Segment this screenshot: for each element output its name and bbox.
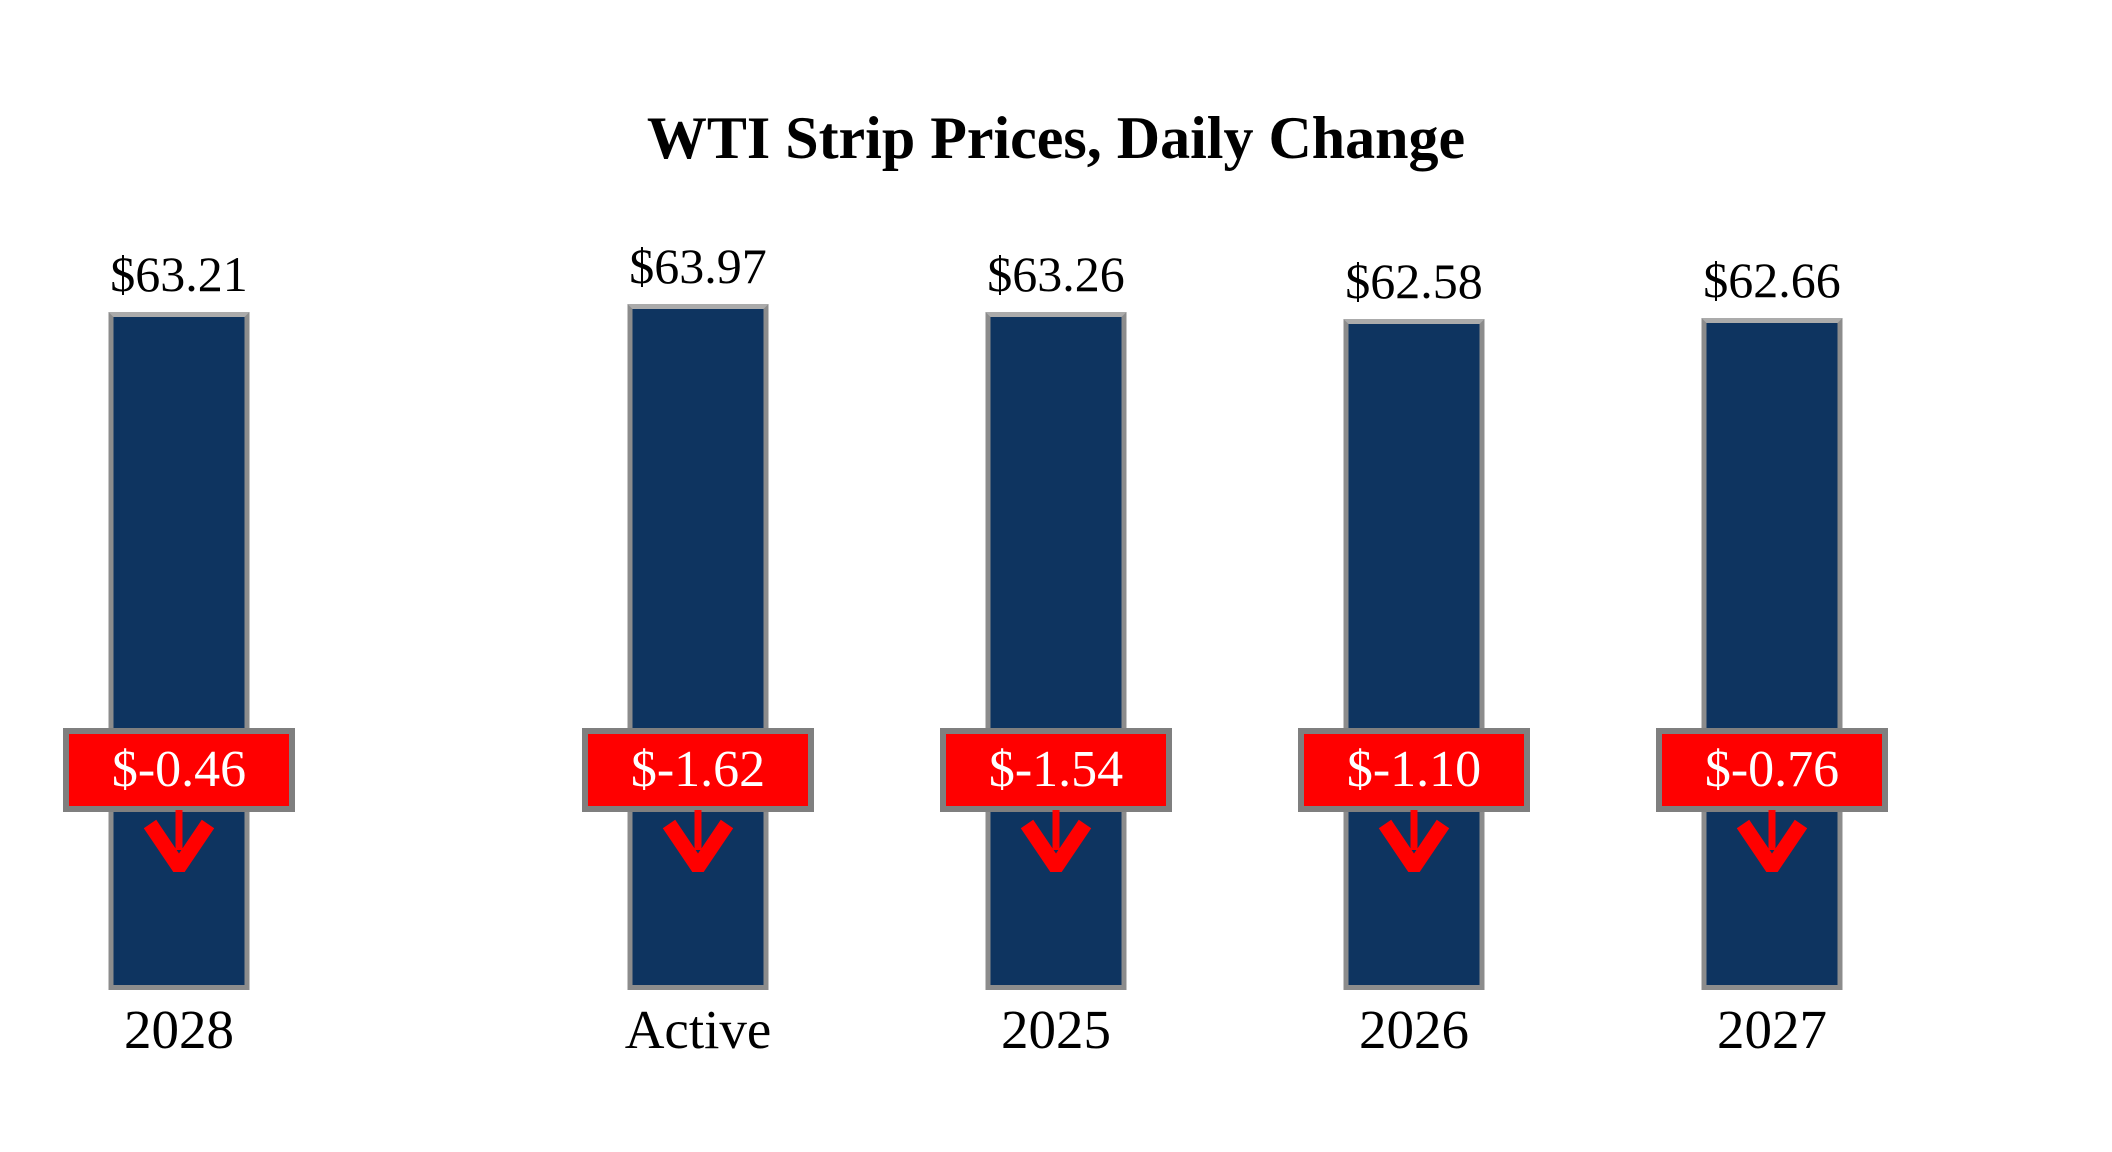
category-label: 2027 [1717, 999, 1827, 1060]
daily-change-badge: $-0.46 [63, 728, 295, 812]
price-label: $62.66 [1703, 252, 1841, 308]
daily-change-badge: $-1.62 [582, 728, 814, 812]
bar-group-2025: $63.26 $-1.54 2025 [877, 0, 1235, 1152]
daily-change-value: $-0.46 [111, 741, 247, 798]
strip-price-bar [985, 312, 1127, 990]
bar-stack: $62.66 [1701, 252, 1843, 990]
daily-change-value: $-1.10 [1346, 741, 1482, 798]
category-label: Active [624, 999, 772, 1060]
bar-stack: $62.58 [1343, 253, 1485, 990]
strip-price-bar [1701, 318, 1843, 990]
strip-price-bar [627, 304, 769, 990]
daily-change-value: $-0.76 [1704, 741, 1840, 798]
bar-stack: $63.21 [108, 246, 250, 990]
bar-group-2027: $62.66 $-0.76 2027 [1593, 0, 1951, 1152]
bar-group-2026: $62.58 $-1.10 2026 [1235, 0, 1593, 1152]
category-label: 2025 [1001, 999, 1111, 1060]
bar-stack: $63.26 [985, 246, 1127, 990]
down-arrow-icon [1736, 810, 1808, 872]
daily-change-badge: $-1.10 [1298, 728, 1530, 812]
category-label: 2026 [1359, 999, 1469, 1060]
price-label: $63.21 [110, 246, 248, 302]
daily-change-badge: $-1.54 [940, 728, 1172, 812]
chart-title: WTI Strip Prices, Daily Change [646, 105, 1466, 171]
bar-group-2028: $63.21 $-0.46 2028 [0, 0, 358, 1152]
down-arrow-icon [143, 810, 215, 872]
price-label: $62.58 [1345, 253, 1483, 309]
strip-price-bar [108, 312, 250, 990]
strip-price-bar [1343, 319, 1485, 990]
price-label: $63.97 [629, 238, 767, 294]
down-arrow-icon [662, 810, 734, 872]
bar-group-active: $63.97 $-1.62 Active [519, 0, 877, 1152]
down-arrow-icon [1378, 810, 1450, 872]
daily-change-value: $-1.54 [988, 741, 1124, 798]
daily-change-badge: $-0.76 [1656, 728, 1888, 812]
daily-change-value: $-1.62 [630, 741, 766, 798]
price-label: $63.26 [987, 246, 1125, 302]
bar-stack: $63.97 [627, 238, 769, 990]
category-label: 2028 [124, 999, 234, 1060]
down-arrow-icon [1020, 810, 1092, 872]
